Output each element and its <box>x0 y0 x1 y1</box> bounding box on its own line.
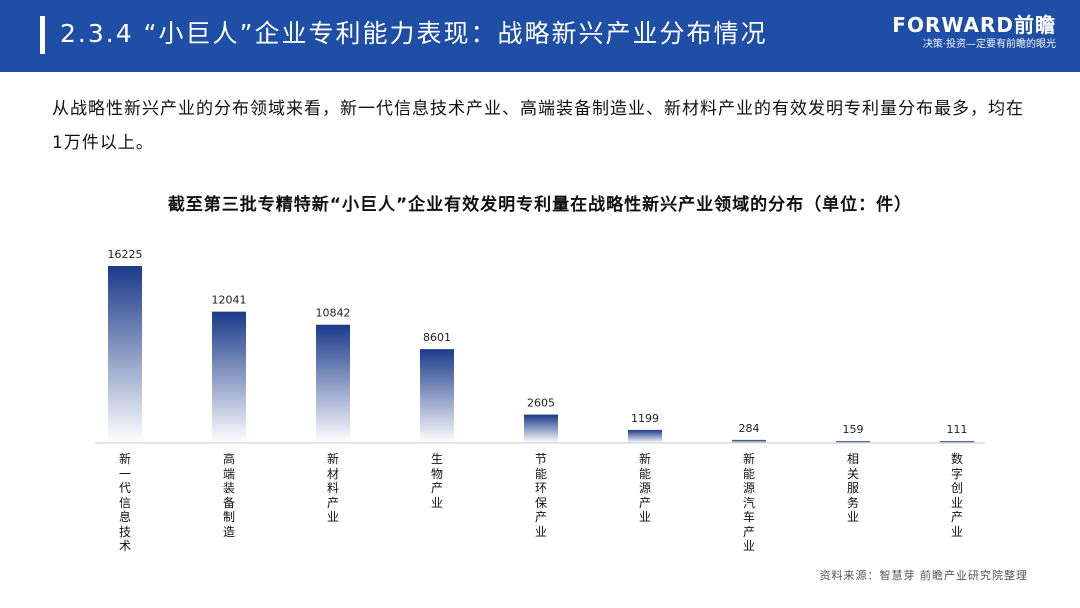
chart-title: 截至第三批专精特新“小巨人”企业有效发明专利量在战略性新兴产业领域的分布（单位：… <box>167 195 913 215</box>
bar <box>212 311 246 443</box>
bar-chart: 16225 12041 10842 8601 2605 1199 284 159 111 <box>95 248 985 444</box>
bar <box>316 324 350 443</box>
header-bar: 2.3.4 “小巨人”企业专利能力表现：战略新兴产业分布情况 FORWARD前瞻… <box>0 0 1080 72</box>
bar <box>524 414 558 443</box>
page-title: 2.3.4 “小巨人”企业专利能力表现：战略新兴产业分布情况 <box>60 19 768 48</box>
bar <box>108 266 142 443</box>
category-label: 新材料产业 <box>326 452 339 524</box>
bar <box>732 439 766 443</box>
data-label: 284 <box>739 422 760 435</box>
brand-logo: FORWARD前瞻 决策·投资—定要有前瞻的眼光 <box>856 12 1056 52</box>
category-label: 高端装备制造 <box>222 452 235 539</box>
category-label: 数字创业产业 <box>950 452 963 539</box>
data-label: 8601 <box>423 331 451 344</box>
brand-tagline: 决策·投资—定要有前瞻的眼光 <box>922 39 1056 50</box>
data-label: 10842 <box>316 307 351 320</box>
title-accent <box>40 16 45 54</box>
category-label: 生物产业 <box>430 452 443 510</box>
data-label: 1199 <box>631 412 659 425</box>
data-label: 111 <box>947 423 968 436</box>
brand-name: FORWARD前瞻 <box>892 13 1056 37</box>
bar <box>420 349 454 443</box>
data-label: 16225 <box>108 248 143 261</box>
category-label: 新能源汽车产业 <box>742 452 755 553</box>
category-label: 新能源产业 <box>638 452 651 524</box>
bar <box>836 441 870 443</box>
bar <box>940 441 974 443</box>
data-label: 2605 <box>527 397 555 410</box>
data-label: 159 <box>843 423 864 436</box>
category-label: 相关服务业 <box>846 452 859 524</box>
bar <box>628 429 662 443</box>
category-label: 节能环保产业 <box>534 452 547 539</box>
intro-text: 从战略性新兴产业的分布领域来看，新一代信息技术产业、高端装备制造业、新材料产业的… <box>52 99 1024 153</box>
category-label: 新一代信息技术 <box>118 452 131 553</box>
source-note: 资料来源：智慧芽 前瞻产业研究院整理 <box>819 569 1028 582</box>
data-label: 12041 <box>212 294 247 307</box>
